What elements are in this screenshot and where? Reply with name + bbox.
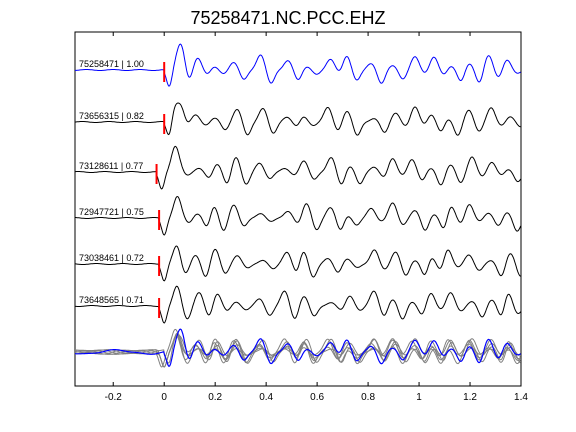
waveform-trace-2 (74, 102, 521, 136)
chart-title: 75258471.NC.PCC.EHZ (190, 8, 386, 28)
trace-label-6: 73648565 | 0.71 (79, 295, 144, 305)
x-tick-label-7: 1.2 (463, 392, 477, 403)
stack-trace-5 (74, 333, 522, 368)
x-tick-label-4: 0.6 (310, 392, 324, 403)
x-tick-label-8: 1.4 (514, 392, 528, 403)
waveform-trace-4 (75, 195, 522, 236)
x-axis-ticks-group: -0.2 0 0.2 0.4 0.6 0.8 1 1.2 1.4 (105, 32, 528, 403)
stack-trace-4 (74, 335, 521, 368)
stack-trace-2 (74, 328, 522, 368)
trace-labels-group: 75258471 | 1.00 73656315 | 0.82 73128611 |… (79, 59, 144, 305)
waveform-trace-6 (74, 285, 522, 324)
waveform-trace-5 (75, 245, 521, 282)
trace-label-1: 75258471 | 1.00 (79, 59, 144, 69)
trace-label-4: 72947721 | 0.75 (79, 207, 144, 217)
waveform-trace-3 (75, 145, 522, 190)
trace-label-5: 73038461 | 0.72 (79, 253, 144, 263)
x-tick-label-1: 0 (161, 392, 167, 403)
stack-reference-trace (75, 328, 521, 368)
x-tick-label-5: 0.8 (361, 392, 375, 403)
waveform-trace-1 (74, 43, 521, 87)
x-tick-label-0: -0.2 (105, 392, 123, 403)
plot-frame (74, 31, 522, 387)
traces-group (74, 43, 522, 368)
trace-label-2: 73656315 | 0.82 (79, 111, 144, 121)
x-tick-label-6: 1 (416, 392, 422, 403)
x-tick-label-2: 0.2 (208, 392, 222, 403)
trace-label-3: 73128611 | 0.77 (79, 161, 143, 171)
x-tick-label-3: 0.4 (259, 392, 273, 403)
